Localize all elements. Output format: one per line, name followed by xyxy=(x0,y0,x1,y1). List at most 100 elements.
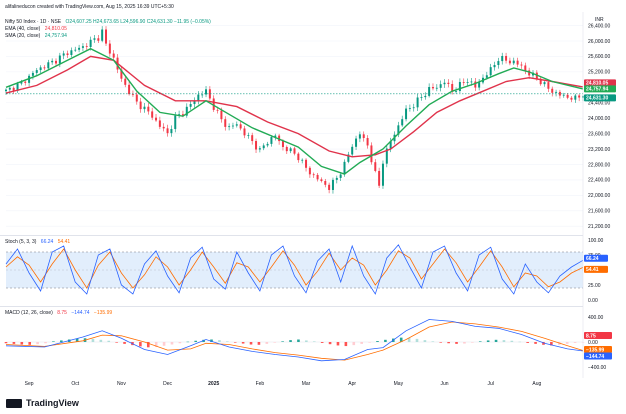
stoch-legend[interactable]: Stoch (5, 3, 3) 66.24 54.41 xyxy=(5,239,73,245)
symbol-label[interactable]: Nifty 50 Index · 1D · NSE xyxy=(5,19,62,25)
stoch-value-badge xyxy=(584,254,608,262)
stoch-tick-label: 100.00 xyxy=(588,238,604,244)
macd-histogram-bar xyxy=(99,339,103,342)
macd-value-badge xyxy=(584,331,612,339)
macd-histogram-bar xyxy=(305,340,308,342)
candle-body xyxy=(185,106,188,116)
macd-histogram-bar xyxy=(289,340,292,342)
macd-histogram-bar xyxy=(526,342,529,343)
candle-body xyxy=(351,146,354,155)
candle-body xyxy=(124,78,127,85)
ema-line xyxy=(5,55,584,158)
macd-histogram-bar xyxy=(170,342,174,345)
candle-body xyxy=(501,55,504,62)
macd-histogram-bar xyxy=(28,342,32,345)
macd-histogram-bar xyxy=(20,342,24,345)
price-chart-svg[interactable]: 26,400.00 26,000.00 25,600.00 25,200.00 24,8… xyxy=(0,0,626,395)
tradingview-logo[interactable]: TradingView xyxy=(6,398,79,409)
candle-body xyxy=(355,138,358,147)
x-tick-label: Mar xyxy=(302,381,311,387)
price-tick-label: 24,000.00 xyxy=(588,116,610,122)
macd-legend[interactable]: MACD (12, 26, close) 8.75 −144.74 −135.9… xyxy=(5,310,115,316)
macd-histogram-bar xyxy=(194,340,197,342)
macd-histogram-bar xyxy=(447,342,450,344)
price-tick-label: 26,000.00 xyxy=(588,39,610,45)
stoch-d-line xyxy=(5,248,584,289)
sma-legend[interactable]: SMA (20, close) 24,757.94 xyxy=(5,33,70,39)
stoch-value-text: 66.24 xyxy=(586,256,599,262)
stoch-tick-label: 25.00 xyxy=(588,283,601,289)
macd-histogram-bar xyxy=(471,342,474,343)
candle-body xyxy=(408,108,411,109)
candle-body xyxy=(247,135,250,136)
candle-body xyxy=(412,107,415,109)
candle-body xyxy=(493,65,496,68)
candle-body xyxy=(339,174,342,178)
candle-body xyxy=(12,87,15,91)
candle-body xyxy=(474,81,477,88)
candle-body xyxy=(85,46,88,47)
candle-body xyxy=(516,60,519,65)
macd-histogram-bar xyxy=(226,341,229,342)
candle-body xyxy=(62,53,65,56)
candle-body xyxy=(224,119,227,127)
price-label-text: 24,631.30 xyxy=(586,96,608,102)
candle-body xyxy=(74,49,77,51)
stoch-value-text: 54.41 xyxy=(586,267,599,273)
macd-histogram-bar xyxy=(241,342,245,344)
candle-body xyxy=(78,47,81,50)
candle-body xyxy=(451,83,454,92)
ema-legend[interactable]: EMA (40, close) 24,810.05 xyxy=(5,26,70,32)
candle-body xyxy=(262,145,265,149)
candle-body xyxy=(312,174,315,176)
stoch-k-line xyxy=(5,244,584,295)
currency-label: INR xyxy=(595,17,607,23)
pane-divider-stoch[interactable] xyxy=(0,235,583,236)
candle-body xyxy=(135,94,138,102)
candle-body xyxy=(381,163,384,186)
macd-histogram-bar xyxy=(407,337,411,342)
candle-body xyxy=(439,84,442,88)
macd-histogram-bar xyxy=(320,342,324,343)
price-tick-label: 23,600.00 xyxy=(588,131,610,137)
candle-body xyxy=(378,170,381,186)
macd-histogram-bar xyxy=(44,342,47,344)
candle-body xyxy=(131,94,134,95)
candle-body xyxy=(205,89,208,95)
candle-body xyxy=(366,138,369,146)
price-label-badge xyxy=(584,79,616,87)
candle-body xyxy=(158,120,161,127)
candle-body xyxy=(297,153,300,161)
macd-histogram-bar xyxy=(360,342,363,344)
candle-body xyxy=(251,135,254,142)
candle-body xyxy=(293,148,296,154)
candle-body xyxy=(5,89,7,92)
candle-body xyxy=(189,104,192,107)
candle-body xyxy=(455,91,458,92)
candle-body xyxy=(197,94,200,101)
candle-body xyxy=(170,129,173,134)
macd-line xyxy=(5,319,584,362)
candle-body xyxy=(112,53,115,58)
candle-body xyxy=(512,60,515,64)
price-label-text: 24,757.94 xyxy=(586,87,608,93)
candle-body xyxy=(320,179,323,182)
candle-body xyxy=(155,117,158,121)
candle-body xyxy=(324,181,327,185)
macd-histogram-bar xyxy=(423,340,427,342)
candle-body xyxy=(470,81,473,83)
candle-body xyxy=(443,82,446,85)
price-label-badge xyxy=(584,94,616,102)
macd-histogram-bar xyxy=(486,340,490,342)
candle-body xyxy=(358,134,361,139)
macd-histogram-bar xyxy=(4,342,8,344)
candle-body xyxy=(47,62,50,69)
pane-divider-macd[interactable] xyxy=(0,306,583,307)
candle-body xyxy=(401,119,404,126)
candle-body xyxy=(370,145,373,163)
candle-body xyxy=(274,135,277,138)
macd-histogram-bar xyxy=(494,339,498,342)
macd-histogram-bar xyxy=(336,342,340,346)
candle-body xyxy=(539,78,542,85)
macd-histogram-bar xyxy=(297,339,300,342)
